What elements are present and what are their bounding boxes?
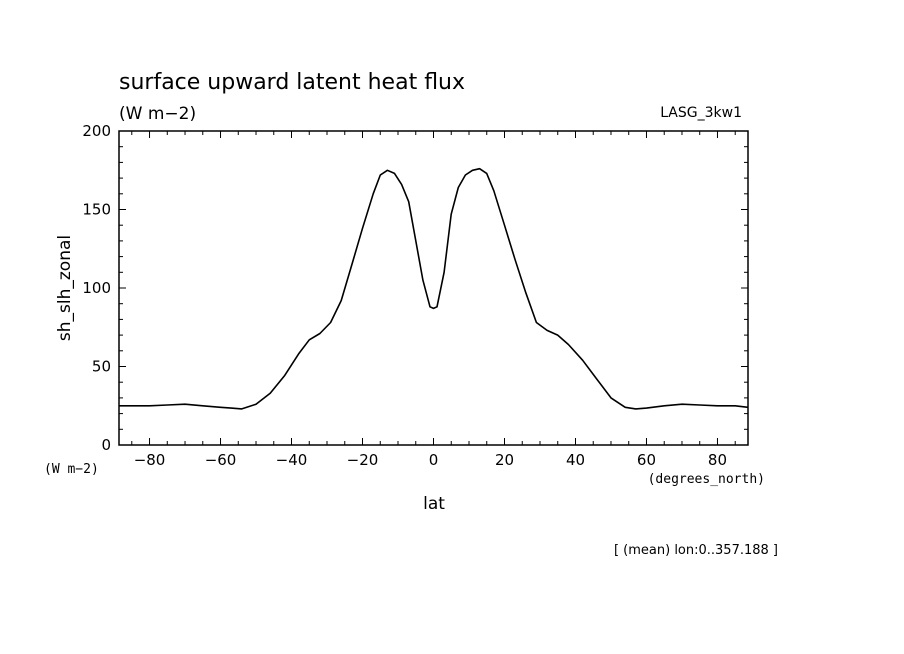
x-tick-label: −60 — [205, 451, 237, 469]
x-axis-unit: (degrees_north) — [648, 472, 765, 487]
x-tick-label: 60 — [637, 451, 656, 469]
y-tick-label: 0 — [101, 436, 111, 454]
y-axis-ticks — [119, 130, 748, 446]
y-tick-label: 100 — [82, 279, 111, 297]
x-axis-ticks — [131, 131, 736, 445]
x-tick-label: 20 — [495, 451, 514, 469]
x-tick-label: 40 — [566, 451, 585, 469]
y-axis-tick-labels: 0 50 100 150 200 — [82, 122, 111, 454]
y-tick-label: 50 — [92, 358, 111, 376]
x-tick-label: −20 — [347, 451, 379, 469]
x-tick-label: −80 — [134, 451, 166, 469]
footnote: [ (mean) lon:0..357.188 ] — [614, 543, 778, 558]
y-tick-label: 150 — [82, 201, 111, 219]
x-tick-label: 80 — [708, 451, 727, 469]
x-tick-label: 0 — [429, 451, 439, 469]
x-axis-label: lat — [423, 494, 445, 514]
chart-subtitle-units: (W m−2) — [119, 104, 196, 124]
y-axis-label: sh_slh_zonal — [55, 235, 75, 341]
x-axis-tick-labels: −80 −60 −40 −20 0 20 40 60 80 — [134, 451, 727, 469]
x-tick-label: −40 — [276, 451, 308, 469]
model-label: LASG_3kw1 — [660, 105, 742, 121]
y-tick-label: 200 — [82, 122, 111, 140]
chart-title: surface upward latent heat flux — [119, 70, 465, 95]
plot-frame — [118, 130, 749, 446]
y-axis-unit: (W m−2) — [44, 462, 99, 477]
series-line — [119, 167, 749, 410]
